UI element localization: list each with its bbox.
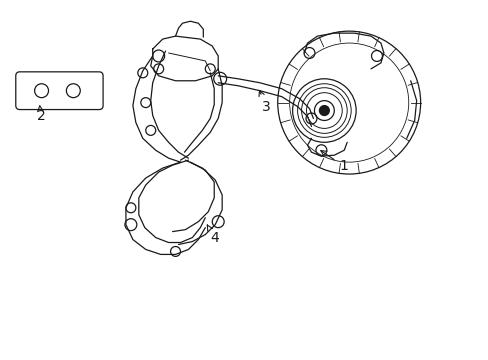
Circle shape (319, 105, 328, 116)
Text: 1: 1 (320, 150, 347, 173)
Text: 4: 4 (207, 225, 219, 244)
FancyBboxPatch shape (16, 72, 103, 109)
Text: 2: 2 (37, 106, 45, 123)
Text: 3: 3 (259, 90, 270, 113)
